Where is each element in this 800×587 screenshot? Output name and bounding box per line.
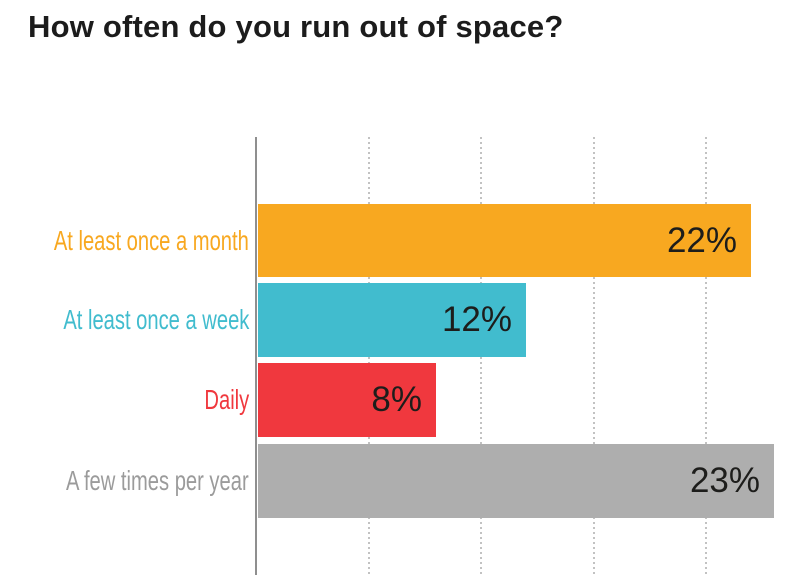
bar: 8%: [258, 363, 436, 437]
bar-row: A few times per year 23%: [0, 444, 800, 518]
bar-row: Daily 8%: [0, 363, 800, 437]
category-label: At least once a week: [0, 283, 249, 357]
category-label: Daily: [0, 363, 249, 437]
category-label-text: A few times per year: [66, 465, 249, 496]
bar: 12%: [258, 283, 526, 357]
category-label-text: At least once a week: [62, 304, 249, 335]
bar: 22%: [258, 204, 751, 277]
gridline: [705, 137, 707, 575]
gridline: [593, 137, 595, 575]
bar-row: At least once a month 22%: [0, 204, 800, 277]
bar-value-label: 12%: [441, 300, 512, 339]
bar-value-label: 23%: [689, 461, 760, 500]
bar: 23%: [258, 444, 774, 518]
y-axis-line: [255, 137, 257, 575]
category-label: At least once a month: [0, 204, 249, 277]
chart-title: How often do you run out of space?: [28, 9, 564, 44]
category-label-text: Daily: [204, 384, 249, 415]
bar-value-label: 8%: [371, 380, 422, 419]
category-label-text: At least once a month: [54, 224, 249, 256]
bar-row: At least once a week 12%: [0, 283, 800, 357]
bar-chart: At least once a month 22% At least once …: [0, 137, 800, 575]
bar-value-label: 22%: [666, 220, 737, 260]
category-label: A few times per year: [0, 444, 249, 518]
